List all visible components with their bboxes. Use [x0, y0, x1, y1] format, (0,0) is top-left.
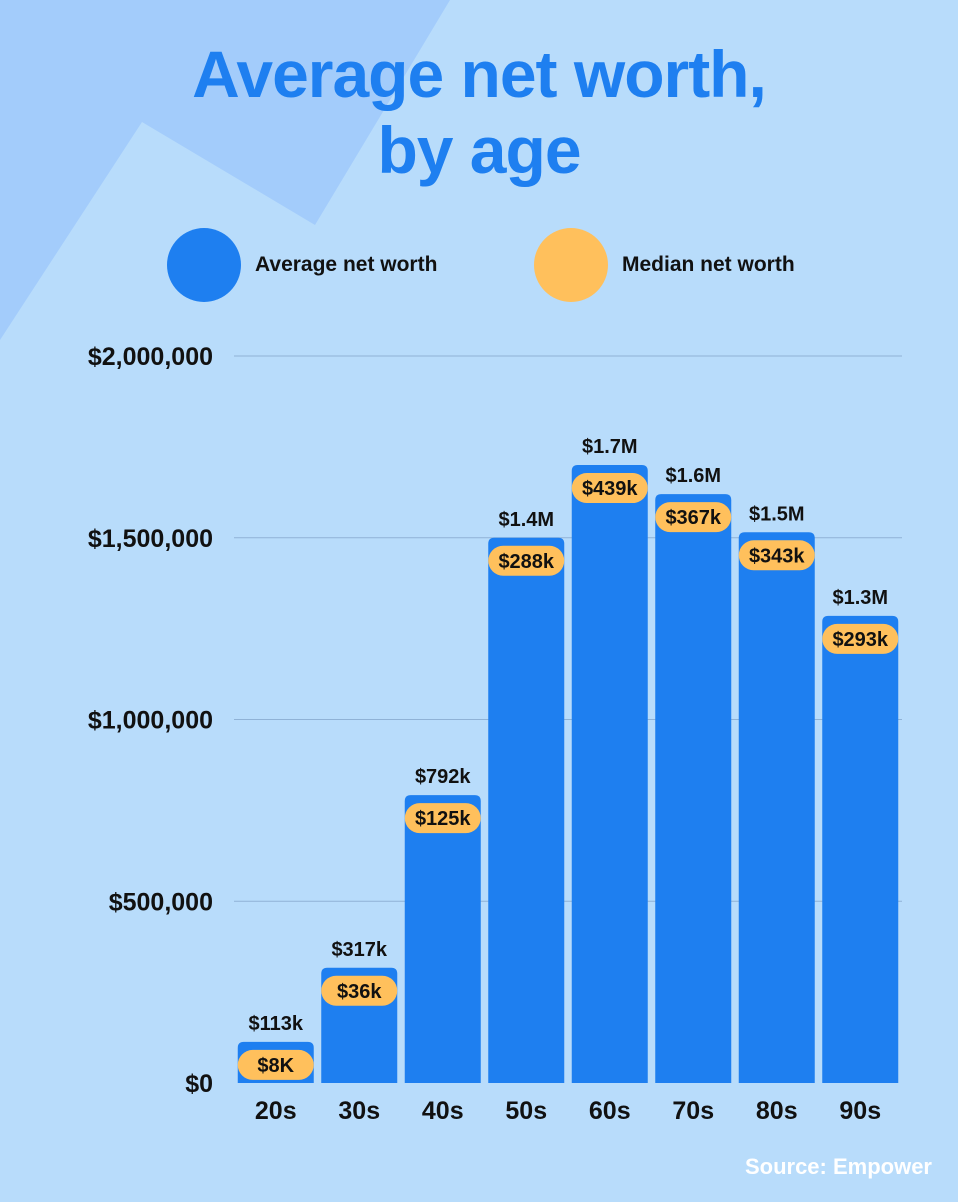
x-tick-label: 20s [255, 1097, 297, 1125]
data-label-average: $1.6M [665, 465, 721, 487]
median-marker [321, 975, 398, 1006]
source-note: Source: Empower [744, 1154, 932, 1179]
data-label-median: $125k [415, 808, 471, 830]
x-tick-label: 30s [338, 1097, 380, 1125]
bar-average [738, 532, 815, 1083]
data-label-average: $1.4M [498, 509, 554, 531]
data-label-median: $293k [832, 629, 888, 651]
legend-label-average: Average net worth [255, 253, 438, 276]
median-marker [822, 623, 899, 654]
median-marker [738, 540, 815, 571]
legend-item-median: Median net worth [534, 228, 795, 302]
legend-swatch-median [534, 228, 608, 302]
x-tick-label: 50s [505, 1097, 547, 1125]
x-tick-label: 90s [839, 1097, 881, 1125]
data-label-median: $288k [498, 551, 554, 573]
x-tick-label: 60s [589, 1097, 631, 1125]
bar-average [488, 537, 565, 1083]
chart-title-line-1: Average net worth, [192, 37, 767, 111]
y-tick-label: $2,000,000 [88, 343, 213, 371]
y-tick-label: $1,000,000 [88, 707, 213, 735]
median-marker [655, 502, 732, 533]
data-label-median: $343k [749, 545, 805, 567]
x-tick-label: 80s [756, 1097, 798, 1125]
y-tick-label: $500,000 [109, 888, 213, 916]
data-label-median: $8K [257, 1055, 294, 1077]
data-label-median: $439k [582, 478, 638, 500]
legend-label-median: Median net worth [622, 253, 795, 276]
data-label-median: $367k [665, 507, 721, 529]
legend-swatch-average [167, 228, 241, 302]
data-label-average: $1.5M [749, 503, 805, 525]
bar-average [571, 465, 648, 1083]
legend-item-average: Average net worth [167, 228, 437, 302]
bar-average [822, 615, 899, 1083]
data-label-average: $792k [415, 766, 471, 788]
bar-average [655, 494, 732, 1083]
data-label-average: $1.7M [582, 436, 638, 458]
x-tick-label: 40s [422, 1097, 464, 1125]
median-marker [488, 545, 565, 576]
y-tick-label: $0 [185, 1070, 213, 1098]
median-marker [404, 803, 481, 834]
bar-average [404, 795, 481, 1083]
median-marker [571, 473, 648, 504]
data-label-median: $36k [337, 981, 382, 1003]
x-tick-label: 70s [672, 1097, 714, 1125]
data-label-average: $113k [248, 1013, 303, 1035]
chart-title-line-2: by age [377, 113, 581, 187]
median-marker [237, 1049, 314, 1080]
y-tick-label: $1,500,000 [88, 525, 213, 553]
data-label-average: $317k [331, 939, 387, 961]
data-label-average: $1.3M [832, 587, 888, 609]
